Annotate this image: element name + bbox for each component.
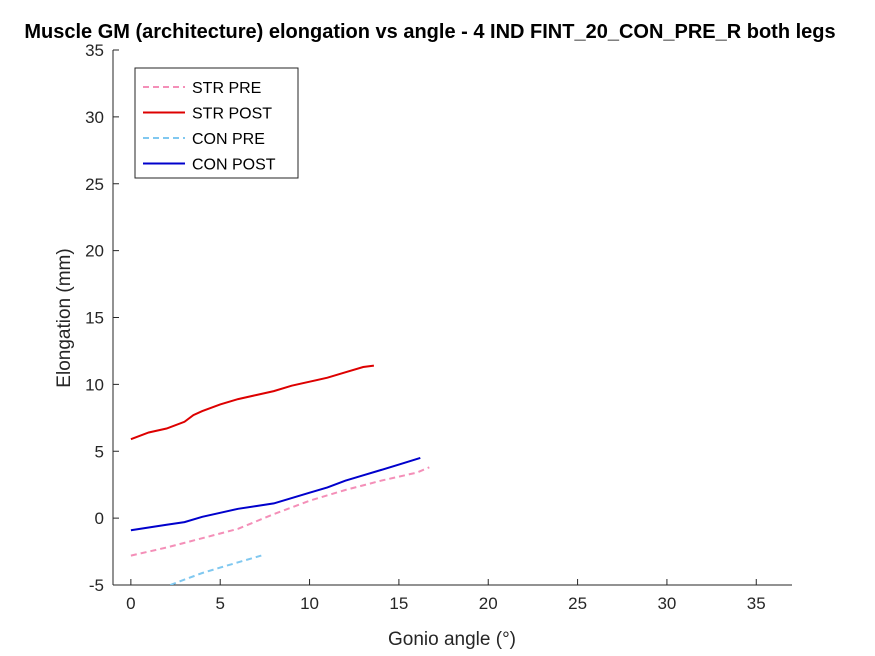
x-axis-label: Gonio angle (°) xyxy=(388,629,516,650)
y-tick-label: 5 xyxy=(95,442,104,461)
y-axis-label: Elongation (mm) xyxy=(54,248,75,387)
ticks-layer: 0 5 10 15 20 25 30 35 -5 0 5 10 15 20 25 30 35 xyxy=(85,41,766,613)
y-tick-label: 25 xyxy=(85,175,104,194)
legend-label: STR POST xyxy=(192,106,272,123)
y-tick-label: 30 xyxy=(85,108,104,127)
x-tick-label: 30 xyxy=(657,594,676,613)
series-line-con-post xyxy=(130,456,421,532)
y-tick-label: 15 xyxy=(85,309,104,328)
series-line-con-pre xyxy=(169,554,262,585)
y-tick-label: 0 xyxy=(95,509,104,528)
legend: STR PRE STR POST CON PRE CON POST xyxy=(134,67,299,179)
x-tick-label: 25 xyxy=(568,594,587,613)
y-tick-label: 10 xyxy=(85,375,104,394)
y-tick-label: -5 xyxy=(89,576,104,595)
legend-box xyxy=(134,67,299,179)
legend-label: CON PRE xyxy=(192,131,265,148)
x-tick-label: 15 xyxy=(389,594,408,613)
series-line-str-pre xyxy=(130,466,430,557)
x-tick-label: 5 xyxy=(215,594,224,613)
series-layer xyxy=(130,364,430,585)
x-tick-label: 0 xyxy=(126,594,135,613)
x-tick-label: 10 xyxy=(300,594,319,613)
y-tick-label: 35 xyxy=(85,41,104,60)
legend-label: CON POST xyxy=(192,157,276,174)
x-tick-label: 35 xyxy=(747,594,766,613)
legend-label: STR PRE xyxy=(192,80,261,97)
series-line-str-post xyxy=(130,364,375,441)
chart-title: Muscle GM (architecture) elongation vs a… xyxy=(24,21,835,43)
y-tick-label: 20 xyxy=(85,242,104,261)
x-tick-label: 20 xyxy=(479,594,498,613)
